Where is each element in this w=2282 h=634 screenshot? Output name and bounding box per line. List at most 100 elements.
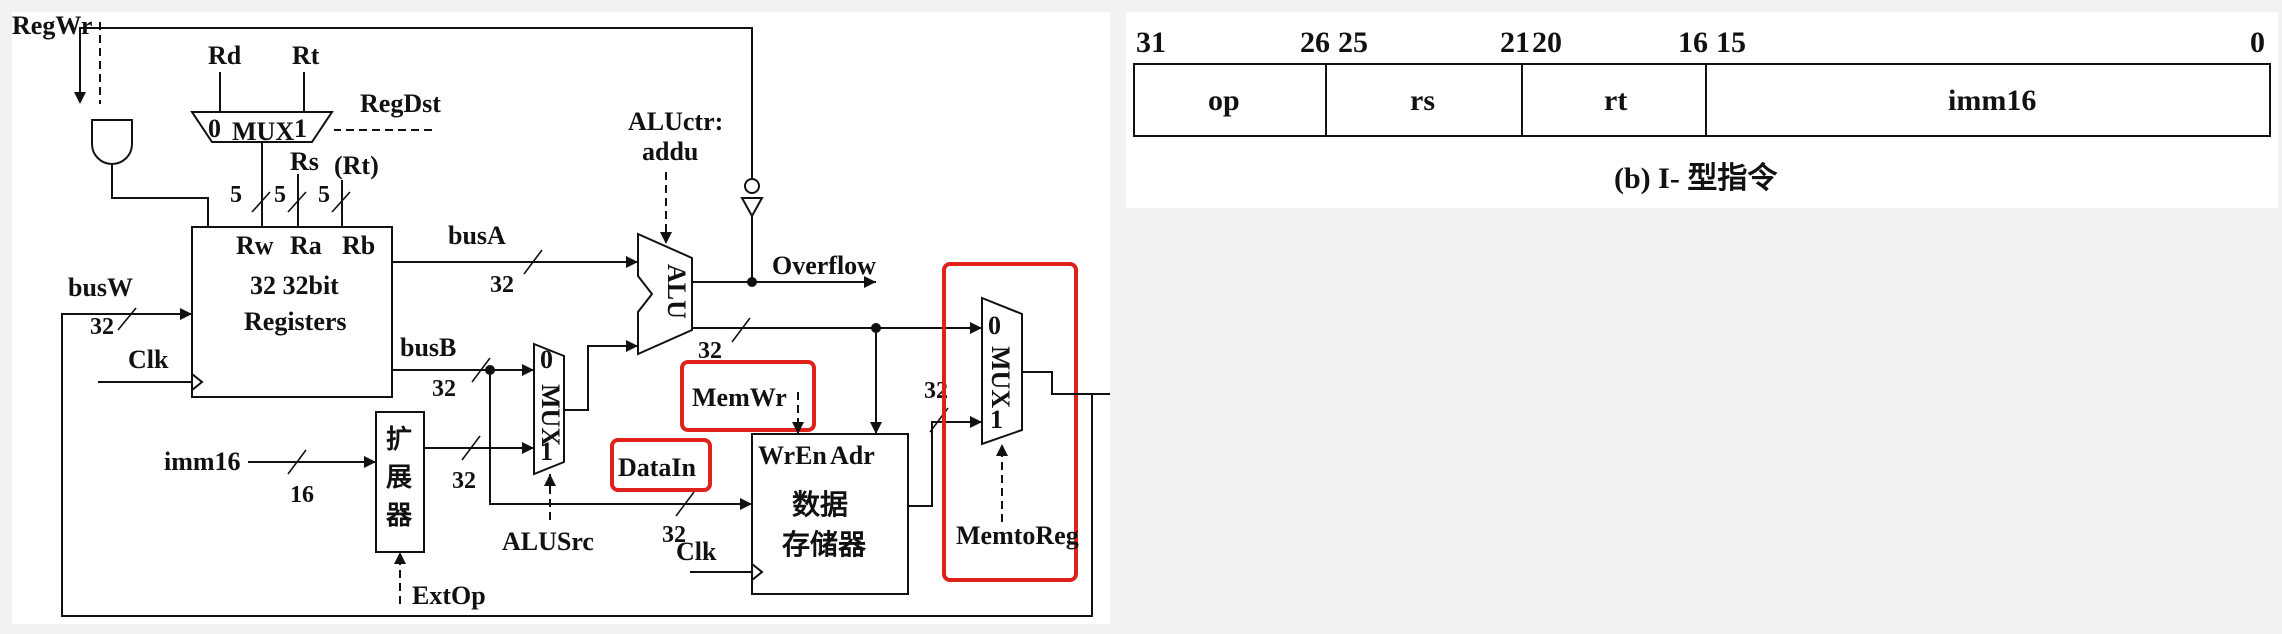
format-caption: (b) I- 型指令 — [1614, 161, 1778, 195]
rb-port-label: Rb — [342, 231, 375, 260]
bit-label-26: 26 — [1300, 26, 1330, 59]
instruction-word — [1133, 63, 2271, 137]
memory-out-wire — [908, 421, 982, 507]
width-tick — [731, 317, 751, 343]
overflow-label: Overflow — [772, 251, 876, 280]
arrow-icon — [970, 416, 982, 428]
width-tick — [461, 435, 481, 461]
register-file-line1: 32 32bit — [250, 271, 339, 300]
datain-highlight — [610, 438, 712, 492]
arrow-icon — [970, 322, 982, 334]
rt-paren-label: (Rt) — [334, 151, 379, 180]
busa-width-label: 32 — [490, 272, 514, 298]
memtoreg-mux-1: 1 — [990, 405, 1003, 434]
width-tick — [287, 449, 307, 475]
memtoreg-mux — [981, 296, 1023, 446]
field-rs: rs — [1410, 84, 1435, 117]
arrow-icon — [364, 456, 376, 468]
aluctr-label: ALUctr: — [628, 107, 723, 136]
ext-width-label: 32 — [452, 468, 476, 494]
arrow-icon — [180, 308, 192, 320]
ra-port-label: Ra — [290, 231, 322, 260]
width-tick — [251, 191, 271, 213]
width-tick — [331, 191, 351, 213]
instruction-format-diagram: 31 26 25 21 20 16 15 0 op rs rt imm16 (b… — [1133, 26, 2271, 195]
arrow-icon — [996, 444, 1008, 456]
rw-port-label: Rw — [236, 231, 274, 260]
bit-label-0: 0 — [2250, 26, 2265, 59]
mux-out-wire — [1022, 371, 1092, 395]
extop-label: ExtOp — [412, 581, 486, 610]
wren-port-label: WrEn — [758, 441, 827, 470]
arrow-icon — [394, 552, 406, 564]
rd-label: Rd — [208, 41, 242, 70]
regdst-mux-1: 1 — [294, 114, 307, 143]
arrow-icon — [544, 474, 556, 486]
datapath-diagram: RegWr Rd Rt 0 MUX 1 RegDst 5 5 5 Rs (Rt)… — [12, 11, 1112, 617]
datain-wire — [489, 370, 752, 505]
and-gate — [91, 119, 133, 165]
width-label-rb: 5 — [318, 182, 330, 208]
mux-to-alu-wire — [564, 345, 638, 411]
alusrc-mux-1: 1 — [540, 437, 553, 466]
width-tick — [287, 191, 307, 213]
memory-clk-label: Clk — [676, 537, 717, 566]
memwr-label: MemWr — [692, 383, 787, 412]
aluctr-value: addu — [642, 137, 698, 166]
overflow-wire — [692, 216, 753, 283]
overflow-feedback-wire — [79, 27, 753, 178]
register-file-line2: Registers — [244, 307, 347, 336]
busb-width-label: 32 — [432, 376, 456, 402]
alu — [637, 232, 693, 356]
alu-width-label: 32 — [698, 338, 722, 364]
arrow-icon — [660, 232, 672, 244]
busw-feedback-wire — [61, 313, 1112, 617]
instruction-format-panel: 31 26 25 21 20 16 15 0 op rs rt imm16 (b… — [1126, 12, 2278, 208]
width-tick — [117, 307, 137, 331]
bit-labels: 31 26 25 21 20 16 15 0 — [1136, 26, 2265, 59]
regdst-mux-label: MUX — [232, 117, 294, 146]
memtoreg-label: MemtoReg — [956, 521, 1079, 550]
memtoreg-mux-label: MUX — [986, 346, 1015, 408]
extender-box — [375, 411, 425, 553]
arrow-icon — [626, 256, 638, 268]
regdst-label: RegDst — [360, 89, 441, 118]
arrow-icon — [626, 340, 638, 352]
busw-label: busW — [68, 273, 133, 302]
width-tick — [523, 249, 543, 275]
regwr-label: RegWr — [12, 12, 92, 40]
width-tick — [675, 491, 695, 517]
imm16-label: imm16 — [164, 447, 241, 476]
extender-char-2: 展 — [386, 463, 412, 492]
alusrc-label: ALUSrc — [502, 527, 594, 556]
arrow-icon — [522, 442, 534, 454]
datain-width-label: 32 — [662, 522, 686, 548]
memory-line2: 存储器 — [782, 528, 867, 561]
regdst-mux — [190, 111, 334, 143]
imm16-width-label: 16 — [290, 482, 314, 508]
extender-char-3: 器 — [385, 501, 413, 530]
busb-label: busB — [400, 333, 456, 362]
bit-label-16: 16 — [1678, 26, 1708, 59]
register-clk-label: Clk — [128, 345, 169, 374]
bit-label-20: 20 — [1532, 26, 1562, 59]
alusrc-mux-label: MUX — [536, 384, 565, 446]
rt-label: Rt — [292, 41, 320, 70]
arrow-icon — [740, 498, 752, 510]
rs-label: Rs — [290, 147, 319, 176]
busa-label: busA — [448, 221, 506, 250]
arrow-icon — [870, 422, 882, 434]
field-imm16: imm16 — [1948, 84, 2036, 117]
memtoreg-mux-0: 0 — [988, 311, 1001, 340]
width-tick — [471, 357, 491, 383]
arrow-icon — [792, 422, 804, 434]
busw-width-label: 32 — [90, 314, 114, 340]
alusrc-mux-0: 0 — [540, 345, 553, 374]
arrow-icon — [522, 364, 534, 376]
datain-label: DataIn — [618, 453, 697, 482]
field-rt: rt — [1604, 84, 1627, 117]
bit-label-31: 31 — [1136, 26, 1166, 59]
bit-label-15: 15 — [1716, 26, 1746, 59]
memtoreg-highlight — [942, 262, 1078, 582]
data-memory — [751, 433, 909, 595]
